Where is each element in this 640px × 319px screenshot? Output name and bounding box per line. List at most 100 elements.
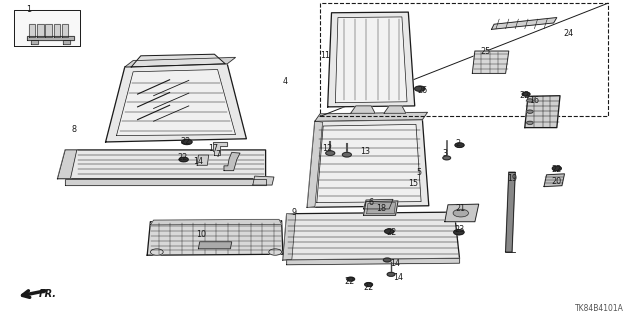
Text: 19: 19: [507, 174, 517, 183]
Circle shape: [179, 157, 188, 162]
Text: 21: 21: [456, 204, 466, 213]
Text: 26: 26: [417, 86, 428, 95]
Circle shape: [527, 121, 533, 124]
Polygon shape: [62, 24, 68, 37]
Text: 22: 22: [344, 277, 355, 286]
Polygon shape: [544, 174, 564, 187]
Polygon shape: [65, 179, 266, 185]
Polygon shape: [364, 199, 393, 209]
Text: 23: 23: [454, 225, 465, 234]
Polygon shape: [58, 150, 77, 179]
Polygon shape: [198, 242, 232, 249]
Text: 10: 10: [196, 230, 207, 239]
Polygon shape: [335, 17, 407, 103]
Text: 2: 2: [455, 139, 460, 148]
Polygon shape: [54, 24, 60, 37]
Polygon shape: [63, 40, 70, 44]
Polygon shape: [287, 258, 460, 265]
Circle shape: [415, 86, 425, 91]
Polygon shape: [150, 219, 282, 225]
Polygon shape: [364, 201, 398, 215]
Polygon shape: [131, 54, 225, 67]
Text: 7: 7: [215, 150, 220, 159]
Polygon shape: [283, 212, 460, 260]
Text: 3: 3: [442, 149, 447, 158]
Circle shape: [326, 151, 335, 155]
Text: 12: 12: [323, 144, 333, 153]
Text: FR.: FR.: [38, 289, 56, 299]
Circle shape: [383, 258, 391, 262]
Circle shape: [527, 99, 533, 102]
Text: 8: 8: [71, 125, 76, 134]
Circle shape: [453, 209, 468, 217]
Polygon shape: [29, 24, 35, 37]
Polygon shape: [283, 214, 296, 260]
Text: 18: 18: [376, 204, 386, 213]
Polygon shape: [472, 51, 509, 73]
Polygon shape: [367, 203, 396, 214]
Polygon shape: [328, 12, 415, 107]
Text: 25: 25: [480, 47, 490, 56]
Polygon shape: [37, 24, 44, 37]
Circle shape: [365, 283, 372, 286]
Circle shape: [342, 152, 351, 157]
Circle shape: [552, 166, 561, 171]
Polygon shape: [116, 70, 236, 136]
Polygon shape: [492, 18, 557, 29]
Polygon shape: [525, 96, 560, 128]
Circle shape: [347, 277, 355, 281]
Polygon shape: [445, 204, 479, 222]
Circle shape: [443, 156, 451, 160]
Circle shape: [150, 249, 163, 255]
Text: 5: 5: [417, 168, 422, 177]
Text: 22: 22: [363, 283, 373, 292]
Text: 22: 22: [552, 165, 562, 174]
Circle shape: [455, 143, 464, 147]
Text: 22: 22: [387, 228, 397, 237]
Polygon shape: [213, 142, 227, 155]
Polygon shape: [106, 64, 246, 142]
Polygon shape: [27, 36, 74, 40]
Polygon shape: [197, 155, 209, 165]
Text: 22: 22: [520, 91, 530, 100]
Polygon shape: [506, 172, 515, 252]
Text: 6: 6: [369, 198, 374, 207]
Text: 1: 1: [26, 5, 31, 14]
Text: 24: 24: [563, 29, 573, 38]
Text: 22: 22: [180, 137, 191, 146]
Text: 16: 16: [529, 96, 540, 105]
Text: 13: 13: [360, 147, 370, 156]
Polygon shape: [31, 40, 38, 44]
Polygon shape: [307, 121, 323, 207]
Circle shape: [269, 249, 282, 255]
Circle shape: [527, 110, 533, 113]
Text: 22: 22: [177, 153, 188, 162]
Text: 17: 17: [208, 144, 218, 153]
Circle shape: [454, 230, 464, 235]
Polygon shape: [317, 124, 421, 203]
Polygon shape: [351, 106, 375, 113]
Circle shape: [385, 229, 394, 234]
Polygon shape: [45, 24, 52, 37]
Text: 4: 4: [282, 77, 287, 86]
Polygon shape: [58, 150, 266, 179]
Bar: [320, 3, 608, 116]
Polygon shape: [307, 120, 429, 207]
Circle shape: [387, 272, 395, 276]
Circle shape: [182, 139, 192, 145]
Polygon shape: [384, 106, 406, 113]
Text: 11: 11: [320, 51, 330, 60]
Circle shape: [522, 92, 530, 96]
Polygon shape: [315, 112, 428, 121]
Text: 14: 14: [193, 157, 204, 166]
Text: 20: 20: [552, 177, 562, 186]
Polygon shape: [125, 57, 236, 67]
Text: 14: 14: [393, 273, 403, 282]
Text: TK84B4101A: TK84B4101A: [575, 304, 624, 313]
Text: 9: 9: [292, 208, 297, 217]
Text: 15: 15: [408, 179, 418, 188]
Polygon shape: [224, 152, 240, 171]
Polygon shape: [147, 221, 283, 255]
Text: 14: 14: [390, 259, 400, 268]
Polygon shape: [253, 176, 274, 185]
